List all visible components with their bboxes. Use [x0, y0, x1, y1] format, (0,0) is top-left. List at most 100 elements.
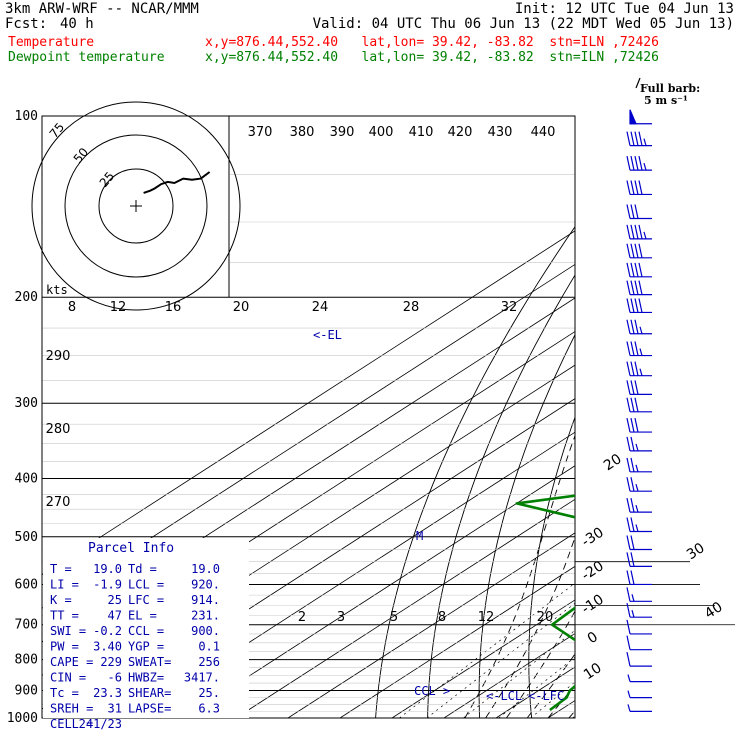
theta-label: 270	[46, 495, 71, 510]
pressure-tick-label: 400	[15, 471, 38, 486]
pressure-tick-label: 500	[15, 530, 38, 545]
wind-barb	[626, 552, 652, 568]
parcel-info-key: LCL =	[128, 578, 164, 592]
pressure-tick-label: 800	[15, 653, 38, 668]
parcel-info-key: TT =	[50, 609, 79, 623]
theta-label: 380	[290, 125, 315, 140]
parcel-info-value: -0.2	[93, 624, 122, 638]
wind-barb	[626, 180, 652, 196]
parcel-info-value: 0.1	[198, 640, 220, 654]
wind-barb	[626, 262, 652, 278]
hodograph-scale-label: 20	[233, 300, 250, 315]
parcel-info-value: 19.0	[191, 562, 220, 576]
annotation-ccl: CCL >	[414, 684, 450, 698]
parcel-info-value: -1.9	[93, 578, 122, 592]
isotherm-line	[235, 498, 575, 718]
dry-adiabat	[577, 116, 740, 718]
model-title: 3km ARW-WRF -- NCAR/MMM	[5, 1, 199, 17]
wind-barb	[626, 131, 652, 147]
wind-barb	[626, 280, 652, 296]
parcel-info-key: LFC =	[128, 593, 164, 607]
legend-temperature-info: x,y=876.44,552.40 lat,lon= 39.42, -83.82…	[205, 35, 659, 50]
mixing-ratio-label: 12	[478, 610, 495, 625]
parcel-info-value: 256	[198, 655, 220, 669]
isotherm-label: 0	[585, 629, 601, 647]
wind-barb	[626, 341, 652, 357]
isotherm-line	[600, 116, 740, 718]
parcel-info-value: 23.3	[93, 686, 122, 700]
isotherm-label: 20	[601, 451, 625, 474]
pressure-tick-label: 600	[15, 577, 38, 592]
hodograph-scale-label: 8	[68, 300, 76, 315]
hodograph-scale-label: 24	[312, 300, 329, 315]
theta-label: 280	[46, 422, 71, 437]
parcel-info-box	[43, 538, 249, 718]
moist-adiabat	[547, 684, 575, 718]
parcel-info-key: K =	[50, 593, 72, 607]
parcel-info-value: 31	[108, 702, 122, 716]
wind-barb	[626, 397, 652, 413]
theta-label: 440	[531, 125, 556, 140]
isotherm-line	[391, 599, 575, 718]
hodograph-scale-label: 12	[110, 300, 127, 315]
parcel-info-value: 229	[100, 655, 122, 669]
wind-barb	[626, 204, 652, 220]
isotherm-line	[652, 116, 740, 718]
theta-label: 430	[488, 125, 513, 140]
parcel-info-value: 19.0	[93, 562, 122, 576]
wind-barb	[626, 457, 652, 473]
hodograph-ring	[64, 134, 208, 278]
isotherm-line	[704, 116, 740, 718]
isotherm-label: -30	[579, 525, 607, 551]
isotherm-line	[547, 700, 575, 718]
parcel-info-key: CAPE =	[50, 655, 93, 669]
hodograph-unit-label: kts	[46, 283, 68, 297]
parcel-info-key: EL =	[128, 609, 157, 623]
isotherm-line	[131, 431, 575, 718]
pressure-tick-label: 300	[15, 396, 38, 411]
dry-adiabat	[375, 226, 575, 718]
wind-barb	[626, 436, 652, 452]
parcel-info-key: CELL =	[50, 717, 93, 731]
wind-barb	[626, 619, 652, 635]
parcel-info-value: 6.3	[198, 702, 220, 716]
mixing-ratio-label: 20	[537, 610, 554, 625]
parcel-info-value: 3417.	[184, 671, 220, 685]
wind-barb	[626, 477, 652, 492]
theta-label: 370	[248, 125, 273, 140]
parcel-info-value: 47	[108, 609, 122, 623]
wind-barb	[626, 380, 652, 395]
isotherm-label: 40	[702, 599, 726, 622]
dry-adiabat	[528, 416, 575, 718]
wind-barb	[627, 704, 652, 712]
isotherm-label: 30	[684, 540, 708, 563]
parcel-info-value: 3.40	[93, 640, 122, 654]
pressure-tick-label: 700	[15, 618, 38, 633]
parcel-info-value: -6	[108, 671, 122, 685]
wind-barb	[626, 155, 652, 171]
valid-time: Valid: 04 UTC Thu 06 Jun 13 (22 MDT Wed …	[312, 16, 734, 32]
hodograph-scale-label: 32	[501, 300, 518, 315]
wind-barb	[626, 224, 652, 240]
isotherm-line	[42, 263, 575, 609]
parcel-info-key: SWEAT=	[128, 655, 171, 669]
parcel-info-key: SHEAR=	[128, 686, 171, 700]
wind-barb	[626, 603, 652, 618]
wind-barb	[629, 109, 652, 125]
wind-barb	[626, 635, 652, 651]
moist-adiabat	[590, 297, 740, 718]
mixing-ratio-label: 8	[438, 610, 446, 625]
plot-frame	[41, 115, 576, 719]
parcel-info-key: CCL =	[128, 624, 164, 638]
pressure-tick-label: 100	[15, 109, 38, 124]
parcel-info-key: YGP =	[128, 640, 164, 654]
dry-adiabat	[623, 116, 740, 718]
theta-label: 390	[330, 125, 355, 140]
isotherm-line	[42, 230, 575, 576]
hodograph-ring	[98, 168, 174, 244]
theta-label: 420	[448, 125, 473, 140]
forecast-hour: 40 h	[60, 16, 94, 32]
init-time: Init: 12 UTC Tue 04 Jun 13	[514, 1, 734, 17]
pressure-tick-label: 200	[15, 290, 38, 305]
